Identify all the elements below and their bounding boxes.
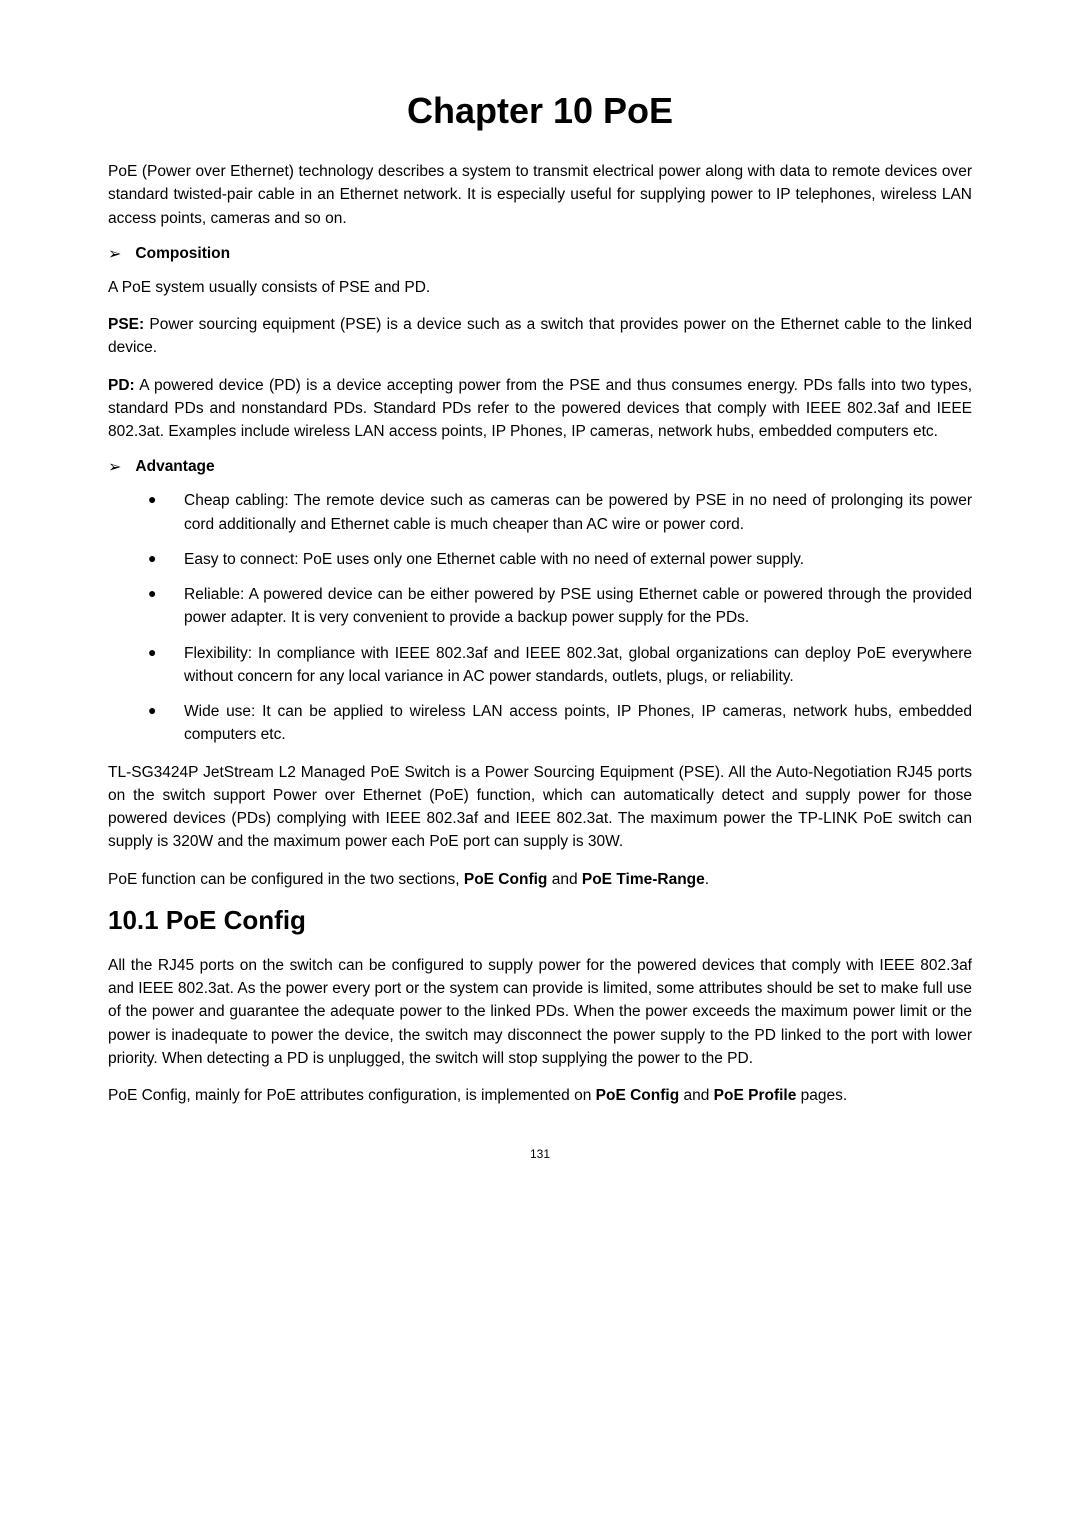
advantage-list: Cheap cabling: The remote device such as… (108, 489, 972, 746)
pd-text: A powered device (PD) is a device accept… (108, 377, 972, 441)
section-paragraph-1: All the RJ45 ports on the switch can be … (108, 954, 972, 1070)
pd-label: PD: (108, 377, 135, 394)
section-p2-prefix: PoE Config, mainly for PoE attributes co… (108, 1087, 596, 1104)
arrow-icon: ➢ (108, 457, 121, 477)
section-paragraph-2: PoE Config, mainly for PoE attributes co… (108, 1084, 972, 1107)
advantage-heading-text: Advantage (135, 458, 214, 476)
pd-paragraph: PD: A powered device (PD) is a device ac… (108, 374, 972, 444)
chapter-title: Chapter 10 PoE (108, 90, 972, 132)
product-paragraph: TL-SG3424P JetStream L2 Managed PoE Swit… (108, 761, 972, 854)
pse-text: Power sourcing equipment (PSE) is a devi… (108, 316, 972, 356)
composition-heading-text: Composition (135, 245, 230, 263)
section-p2-bold1: PoE Config (596, 1087, 680, 1104)
config-sentence-prefix: PoE function can be configured in the tw… (108, 871, 464, 888)
list-item: Wide use: It can be applied to wireless … (148, 700, 972, 747)
intro-paragraph: PoE (Power over Ethernet) technology des… (108, 160, 972, 230)
config-sentence-mid: and (547, 871, 581, 888)
pse-paragraph: PSE: Power sourcing equipment (PSE) is a… (108, 313, 972, 360)
pse-label: PSE: (108, 316, 144, 333)
advantage-heading: ➢ Advantage (108, 457, 972, 477)
list-item: Easy to connect: PoE uses only one Ether… (148, 548, 972, 571)
list-item: Flexibility: In compliance with IEEE 802… (148, 642, 972, 689)
config-sentence-suffix: . (705, 871, 709, 888)
arrow-icon: ➢ (108, 244, 121, 264)
composition-heading: ➢ Composition (108, 244, 972, 264)
config-bold-1: PoE Config (464, 871, 548, 888)
config-sections-paragraph: PoE function can be configured in the tw… (108, 868, 972, 891)
list-item: Cheap cabling: The remote device such as… (148, 489, 972, 536)
list-item: Reliable: A powered device can be either… (148, 583, 972, 630)
section-p2-mid: and (679, 1087, 713, 1104)
page-number: 131 (108, 1147, 972, 1161)
section-p2-bold2: PoE Profile (714, 1087, 797, 1104)
composition-line: A PoE system usually consists of PSE and… (108, 276, 972, 299)
section-title: 10.1 PoE Config (108, 905, 972, 936)
section-p2-suffix: pages. (796, 1087, 847, 1104)
config-bold-2: PoE Time-Range (582, 871, 705, 888)
